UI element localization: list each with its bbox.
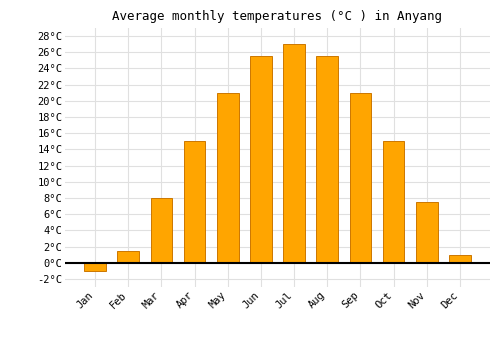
Bar (416, 202, 438, 263)
Bar (350, 93, 371, 263)
Bar (84, 263, 106, 271)
Bar (284, 44, 305, 263)
Bar (217, 93, 238, 263)
Bar (150, 198, 172, 263)
Bar (383, 141, 404, 263)
Title: Average monthly temperatures (°C ) in Anyang: Average monthly temperatures (°C ) in An… (112, 10, 442, 23)
Bar (316, 56, 338, 263)
Bar (184, 141, 206, 263)
Bar (250, 56, 272, 263)
Bar (449, 255, 470, 263)
Bar (118, 251, 139, 263)
